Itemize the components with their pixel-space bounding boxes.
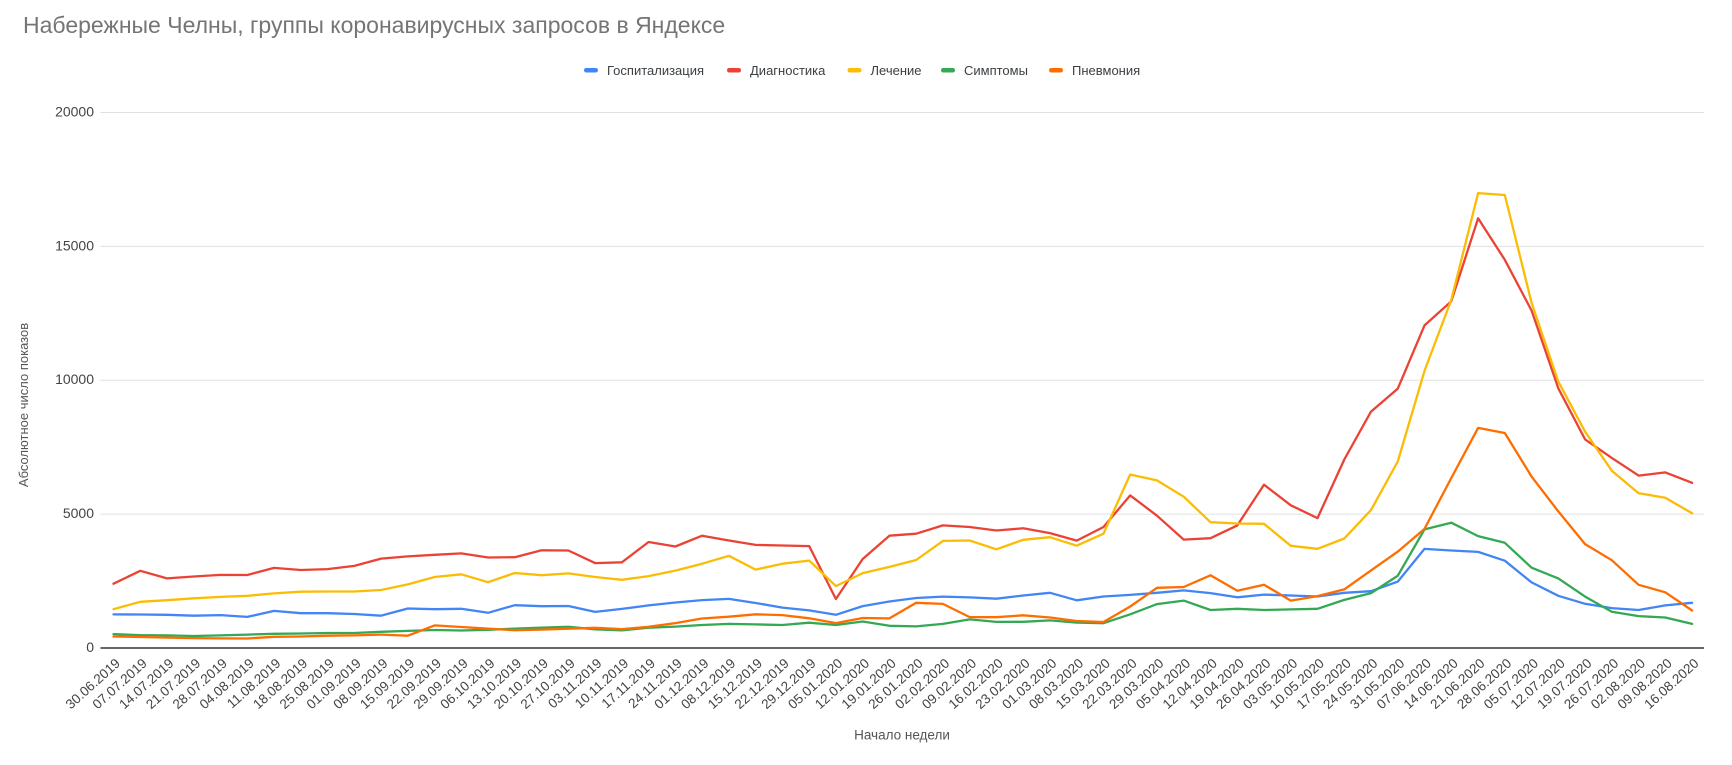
svg-text:Набережные Челны, группы корон: Набережные Челны, группы коронавирусных …	[23, 12, 725, 38]
svg-text:Лечение: Лечение	[871, 63, 922, 78]
svg-text:Пневмония: Пневмония	[1072, 63, 1140, 78]
svg-text:5000: 5000	[63, 505, 94, 521]
svg-text:Абсолютное число показов: Абсолютное число показов	[16, 323, 31, 487]
svg-text:Симптомы: Симптомы	[964, 63, 1028, 78]
svg-text:0: 0	[86, 639, 94, 655]
svg-text:20000: 20000	[55, 104, 94, 120]
svg-text:Госпитализация: Госпитализация	[607, 63, 704, 78]
svg-text:10000: 10000	[55, 371, 94, 387]
svg-text:Начало недели: Начало недели	[854, 728, 950, 743]
svg-text:15000: 15000	[55, 237, 94, 253]
svg-text:Диагностика: Диагностика	[750, 63, 826, 78]
